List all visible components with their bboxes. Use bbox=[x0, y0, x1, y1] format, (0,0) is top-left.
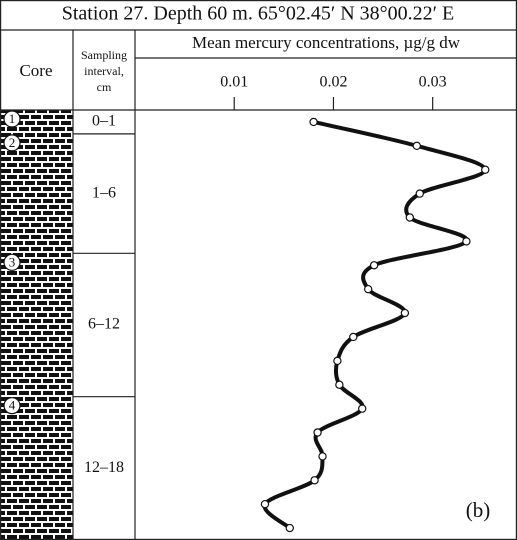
data-point bbox=[310, 476, 319, 485]
data-point bbox=[462, 237, 471, 246]
x-tick-label: 0.01 bbox=[220, 74, 248, 91]
data-point bbox=[415, 189, 424, 198]
layer-marker bbox=[3, 397, 21, 415]
x-axis-label: Mean mercury concentrations, µg/g dw bbox=[192, 33, 461, 52]
data-point bbox=[363, 284, 373, 294]
layer-number: 1 bbox=[9, 111, 16, 126]
layer-marker bbox=[3, 134, 21, 152]
interval-label: 12–18 bbox=[84, 459, 124, 476]
layer-number: 2 bbox=[9, 135, 16, 150]
data-point bbox=[412, 141, 421, 151]
layer-number: 4 bbox=[9, 398, 16, 413]
layer-marker bbox=[3, 253, 21, 271]
data-point bbox=[318, 452, 327, 461]
data-point bbox=[405, 213, 415, 222]
interval-label: 6–12 bbox=[88, 316, 120, 333]
data-point bbox=[481, 165, 490, 174]
data-point bbox=[335, 380, 344, 389]
interval-label: 1–6 bbox=[92, 184, 116, 201]
x-tick-label: 0.03 bbox=[419, 74, 447, 91]
layer-marker bbox=[3, 110, 21, 128]
data-point bbox=[358, 404, 367, 413]
interval-label: 0–1 bbox=[92, 113, 116, 130]
x-tick-label: 0.02 bbox=[319, 74, 347, 91]
panel-label: (b) bbox=[466, 498, 491, 522]
data-point bbox=[285, 523, 294, 533]
interval-header: Sampling bbox=[81, 48, 127, 62]
data-point bbox=[400, 308, 410, 318]
data-point bbox=[260, 499, 270, 509]
data-point bbox=[333, 356, 342, 366]
data-point bbox=[369, 261, 379, 270]
data-point bbox=[349, 332, 358, 342]
core-column bbox=[0, 110, 73, 540]
interval-header: cm bbox=[97, 80, 112, 94]
core-header: Core bbox=[19, 61, 52, 80]
layer-number: 3 bbox=[9, 254, 16, 269]
data-point bbox=[309, 117, 318, 127]
interval-header: interval, bbox=[84, 64, 124, 78]
data-point bbox=[313, 428, 322, 437]
profile-line bbox=[262, 119, 488, 531]
title: Station 27. Depth 60 m. 65°02.45′ N 38°0… bbox=[62, 3, 455, 25]
